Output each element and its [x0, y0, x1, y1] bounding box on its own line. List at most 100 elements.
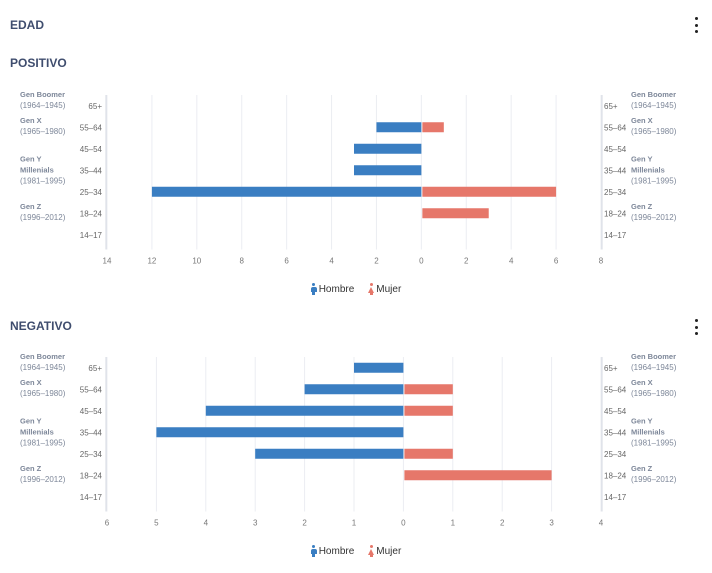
legend-item-mujer[interactable]: Mujer	[368, 545, 401, 557]
generation-label-name: Millenials	[20, 428, 54, 437]
x-tick-label: 3	[253, 519, 258, 528]
section-title-negativo: NEGATIVO	[10, 319, 72, 333]
y-tick-label-right: 35–44	[604, 166, 627, 175]
x-tick-label: 6	[284, 257, 289, 266]
legend-label-mujer: Mujer	[376, 283, 402, 295]
generation-label-right-name: Gen Z	[631, 202, 653, 211]
legend-label-mujer: Mujer	[376, 545, 402, 557]
legend-item-mujer[interactable]: Mujer	[368, 283, 401, 295]
generation-label-right-name: Gen Y	[631, 155, 653, 164]
generation-label-right-years: (1996–2012)	[631, 475, 677, 484]
y-tick-label-right: 18–24	[604, 209, 627, 218]
y-tick-label-right: 65+	[604, 364, 618, 373]
generation-label-years: (1996–2012)	[20, 213, 66, 222]
y-tick-label: 45–54	[80, 145, 103, 154]
section-title-positivo: POSITIVO	[10, 56, 67, 70]
x-tick-label: 2	[302, 519, 307, 528]
x-tick-label: 1	[451, 519, 456, 528]
generation-label-right-years: (1996–2012)	[631, 213, 677, 222]
bar-hombre	[205, 405, 404, 416]
x-tick-label: 6	[554, 257, 559, 266]
generation-label-name: Millenials	[20, 166, 54, 175]
x-tick-label: 4	[509, 257, 514, 266]
bar-hombre	[354, 165, 422, 176]
legend-item-hombre[interactable]: Hombre	[310, 545, 355, 557]
chart-negativo-svg: 6 5 4 3 2 1 0 1 2 3 4 65+ 65+ 55–64 55–64 45–54 45–54 35–…	[20, 352, 677, 528]
more-options-icon[interactable]	[690, 319, 702, 335]
generation-label-years: (1981–1995)	[20, 439, 66, 448]
bar-hombre	[151, 186, 422, 197]
y-tick-label-right: 25–34	[604, 450, 627, 459]
x-tick-label: 0	[419, 257, 424, 266]
bar-hombre	[255, 448, 404, 459]
legend-negativo: Hombre Mujer	[0, 545, 712, 557]
page-title: EDAD	[10, 18, 45, 32]
generation-label-name: Gen Z	[20, 202, 42, 211]
y-tick-label: 18–24	[80, 471, 103, 480]
bar-mujer	[422, 208, 489, 219]
y-tick-label-right: 25–34	[604, 188, 627, 197]
x-tick-label: 6	[105, 519, 110, 528]
y-tick-label: 18–24	[80, 209, 103, 218]
x-tick-label: 8	[599, 257, 604, 266]
legend-item-hombre[interactable]: Hombre	[310, 283, 355, 295]
x-tick-label: 4	[204, 519, 209, 528]
generation-label-right-years: (1981–1995)	[631, 177, 677, 186]
bar-mujer	[422, 186, 557, 197]
y-tick-label: 14–17	[80, 493, 103, 502]
bar-mujer	[404, 384, 453, 395]
y-tick-label-right: 14–17	[604, 231, 627, 240]
x-tick-label: 14	[103, 257, 112, 266]
male-icon	[310, 283, 317, 295]
generation-label-right-name: Gen Z	[631, 464, 653, 473]
generation-label-right-years: (1981–1995)	[631, 439, 677, 448]
y-tick-label-right: 55–64	[604, 385, 627, 394]
x-tick-label: 3	[549, 519, 554, 528]
bar-mujer	[404, 470, 552, 481]
female-icon	[368, 545, 375, 557]
x-tick-label: 4	[329, 257, 334, 266]
legend-label-hombre: Hombre	[318, 283, 355, 295]
generation-label-name: Gen Boomer	[20, 90, 65, 99]
generation-label-years: (1996–2012)	[20, 475, 66, 484]
generation-label-name: Gen X	[20, 116, 42, 125]
y-tick-label: 55–64	[80, 385, 103, 394]
y-tick-label: 14–17	[80, 231, 103, 240]
chart-positivo: 14 12 10 8 6 4 2 0 2 4 6 8 65+ 65+ 55–64 55–64 45–54 45–5…	[0, 90, 712, 270]
generation-label-right-years: (1965–1980)	[631, 389, 677, 398]
x-tick-label: 1	[352, 519, 357, 528]
y-tick-label-right: 14–17	[604, 493, 627, 502]
generation-label-right-years: (1965–1980)	[631, 127, 677, 136]
legend-label-hombre: Hombre	[318, 545, 355, 557]
x-tick-label: 5	[154, 519, 159, 528]
bar-mujer	[404, 448, 453, 459]
female-icon	[368, 283, 375, 295]
bar-hombre	[354, 362, 404, 373]
bar-hombre	[376, 122, 422, 133]
generation-label-name: Gen Y	[20, 417, 42, 426]
generation-label-right-name: Gen X	[631, 378, 653, 387]
male-icon	[310, 545, 317, 557]
generation-label-years: (1965–1980)	[20, 127, 66, 136]
x-tick-label: 2	[374, 257, 379, 266]
y-tick-label: 45–54	[80, 407, 103, 416]
bar-mujer	[422, 122, 444, 133]
x-tick-label: 8	[240, 257, 245, 266]
y-tick-label: 35–44	[80, 166, 103, 175]
generation-label-name: Gen Z	[20, 464, 42, 473]
generation-label-years: (1964–1945)	[20, 363, 66, 372]
y-tick-label-right: 65+	[604, 102, 618, 111]
more-options-icon[interactable]	[690, 17, 702, 33]
generation-label-name: Gen X	[20, 378, 42, 387]
y-tick-label: 65+	[88, 102, 102, 111]
x-tick-label: 2	[500, 519, 505, 528]
bar-hombre	[354, 143, 422, 154]
y-tick-label: 35–44	[80, 428, 103, 437]
generation-label-right-name: Gen Y	[631, 417, 653, 426]
x-tick-label: 10	[192, 257, 201, 266]
y-tick-label: 55–64	[80, 123, 103, 132]
generation-label-right-name: Millenials	[631, 166, 665, 175]
x-tick-label: 2	[464, 257, 469, 266]
generation-label-right-name: Gen X	[631, 116, 653, 125]
y-tick-label-right: 35–44	[604, 428, 627, 437]
